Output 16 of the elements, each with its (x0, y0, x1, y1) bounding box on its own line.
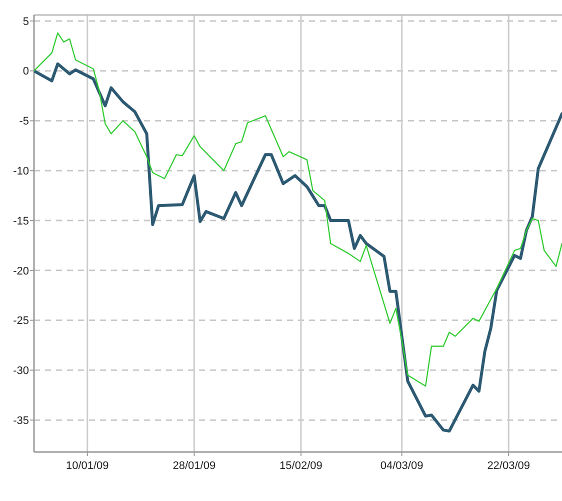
y-tick-label: -10 (13, 165, 29, 178)
x-tick-label: 10/01/09 (66, 460, 109, 472)
y-tick-label: 0 (22, 66, 29, 78)
y-tick-label: -35 (13, 414, 29, 427)
line-series (34, 62, 562, 433)
x-tick-label: 15/02/09 (280, 460, 322, 472)
y-tick-label: -15 (13, 215, 29, 228)
line-series (34, 32, 562, 387)
y-tick-label: -30 (13, 365, 29, 378)
y-tick-label: -5 (19, 116, 29, 128)
x-tick-label: 22/03/09 (487, 460, 530, 472)
x-tick-label: 04/03/09 (380, 460, 424, 472)
y-tick-label: -25 (13, 315, 29, 328)
y-tick-label: 5 (22, 16, 29, 28)
x-tick-label: 28/01/09 (172, 460, 216, 472)
y-tick-label: -20 (13, 265, 29, 278)
